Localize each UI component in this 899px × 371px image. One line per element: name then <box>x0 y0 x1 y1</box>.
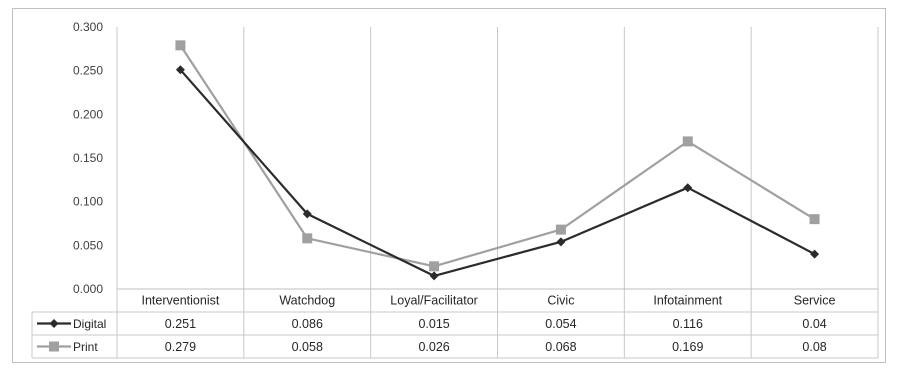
data-point <box>683 183 693 193</box>
legend-label: Print <box>73 340 98 354</box>
legend-key-marker <box>49 319 59 328</box>
legend-label: Digital <box>73 317 106 331</box>
x-tick-label: Civic <box>547 294 574 308</box>
table-cell-value: 0.015 <box>418 317 449 331</box>
table-cell-value: 0.054 <box>545 317 576 331</box>
table-cell-value: 0.026 <box>418 340 449 354</box>
series-layer <box>175 40 820 281</box>
table-cell-value: 0.116 <box>673 317 703 331</box>
legend-key-marker <box>49 341 59 352</box>
y-tick-label: 0.200 <box>73 107 103 121</box>
y-tick-label: 0.250 <box>73 64 103 78</box>
grid-layer <box>116 27 879 358</box>
series-line <box>179 44 816 268</box>
table-cell-value: 0.058 <box>292 340 323 354</box>
y-tick-label: 0.300 <box>73 20 103 34</box>
data-point <box>175 40 186 51</box>
data-point <box>429 271 439 281</box>
data-table: Interventionist Watchdog Loyal/Facilitator… <box>31 288 878 359</box>
x-tick-label: Interventionist <box>142 294 220 308</box>
y-tick-label: 0.050 <box>73 238 103 252</box>
table-cell-value: 0.169 <box>672 340 703 354</box>
data-point <box>302 233 313 244</box>
data-point <box>302 209 312 219</box>
data-point <box>810 249 820 259</box>
table-cell-value: 0.04 <box>802 317 826 331</box>
x-tick-label: Service <box>794 294 836 308</box>
table-cell-value: 0.279 <box>165 340 196 354</box>
x-tick-label: Infotainment <box>653 294 722 308</box>
data-point <box>175 65 185 75</box>
data-point <box>556 237 566 247</box>
series-print <box>175 40 820 272</box>
y-axis: 0.000 0.050 0.100 0.150 0.200 0.250 0.300 <box>73 20 103 296</box>
table-row: Digital 0.251 0.086 0.015 0.054 0.116 0.04 <box>37 317 827 331</box>
table-cell-value: 0.086 <box>292 317 323 331</box>
y-tick-label: 0.100 <box>73 195 103 209</box>
data-point <box>555 224 566 235</box>
y-tick-label: 0.150 <box>73 151 103 165</box>
x-tick-label: Watchdog <box>279 294 335 308</box>
table-cell-value: 0.08 <box>802 340 826 354</box>
series-digital <box>175 65 820 281</box>
y-tick-label: 0.000 <box>73 282 103 296</box>
data-point <box>809 214 820 225</box>
x-tick-label: Loyal/Facilitator <box>390 294 478 308</box>
chart-frame <box>12 8 886 363</box>
table-cell-value: 0.251 <box>165 317 196 331</box>
data-point <box>682 136 693 147</box>
series-line <box>179 69 816 277</box>
table-cell-value: 0.068 <box>545 340 576 354</box>
table-row: Print 0.279 0.058 0.026 0.068 0.169 0.08 <box>37 340 827 354</box>
data-point <box>429 261 440 272</box>
